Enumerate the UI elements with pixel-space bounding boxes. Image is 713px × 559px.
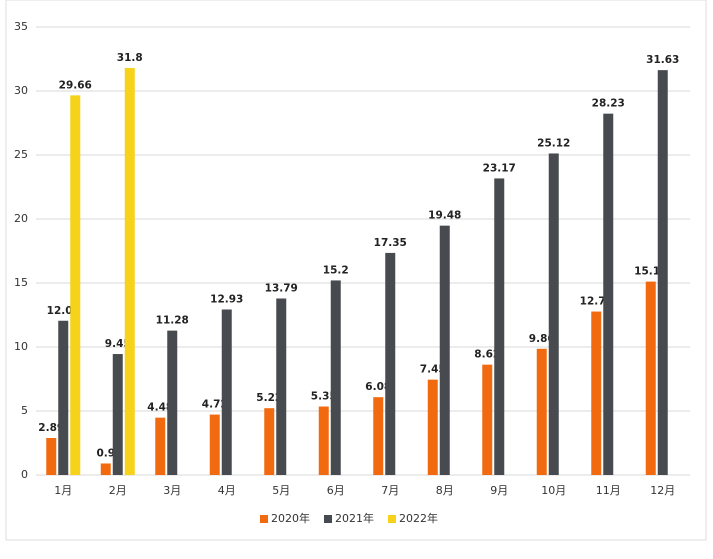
bar <box>167 330 178 475</box>
bar <box>373 397 384 475</box>
bar <box>536 348 547 475</box>
data-label: 31.63 <box>646 54 679 66</box>
legend-label: 2020年 <box>271 511 310 525</box>
data-label: 0.9 <box>96 447 115 459</box>
y-tick-label: 10 <box>14 340 28 353</box>
y-tick-label: 20 <box>14 212 28 225</box>
bar <box>276 298 287 475</box>
data-label: 15.2 <box>323 264 349 276</box>
x-tick-label: 7月 <box>381 484 399 497</box>
legend-label: 2021年 <box>335 511 374 525</box>
bar <box>112 354 123 475</box>
x-tick-label: 4月 <box>218 484 236 497</box>
data-label: 5.35 <box>311 391 337 403</box>
x-tick-label: 3月 <box>163 484 181 497</box>
x-tick-label: 9月 <box>490 484 508 497</box>
data-label: 7.45 <box>420 364 446 376</box>
data-label: 23.17 <box>483 162 516 174</box>
data-label: 13.79 <box>265 282 298 294</box>
data-label: 4.48 <box>147 402 173 414</box>
data-label: 11.28 <box>156 315 189 327</box>
data-label: 29.66 <box>59 79 92 91</box>
data-label: 25.12 <box>537 137 570 149</box>
data-label: 2.89 <box>38 422 64 434</box>
y-tick-label: 15 <box>14 276 28 289</box>
bar <box>70 95 81 476</box>
data-label: 12.93 <box>210 293 243 305</box>
data-label: 6.08 <box>365 381 391 393</box>
bar <box>645 281 656 475</box>
data-label: 8.62 <box>474 349 500 361</box>
bar <box>155 417 166 475</box>
data-label: 17.35 <box>374 237 407 249</box>
x-tick-label: 2月 <box>109 484 127 497</box>
bar <box>657 70 668 476</box>
bar <box>591 311 602 475</box>
bar <box>494 178 505 475</box>
data-label: 4.72 <box>202 399 228 411</box>
x-tick-label: 8月 <box>436 484 454 497</box>
bar <box>124 67 135 476</box>
legend-swatch <box>388 515 396 523</box>
x-tick-label: 12月 <box>650 484 675 497</box>
bar <box>385 252 396 475</box>
bar <box>482 364 493 475</box>
x-tick-label: 1月 <box>54 484 72 497</box>
y-tick-label: 5 <box>21 404 28 417</box>
bar <box>427 379 438 475</box>
y-tick-label: 25 <box>14 148 28 161</box>
legend-swatch <box>324 515 332 523</box>
data-label: 9.45 <box>105 338 131 350</box>
legend-swatch <box>260 515 268 523</box>
bar <box>209 414 220 475</box>
bar <box>46 438 57 475</box>
legend-label: 2022年 <box>399 511 438 525</box>
x-tick-label: 10月 <box>541 484 566 497</box>
data-label: 28.23 <box>592 98 625 110</box>
y-tick-label: 0 <box>21 468 28 481</box>
data-label: 9.86 <box>529 333 555 345</box>
bar <box>330 280 341 475</box>
y-tick-label: 35 <box>14 20 28 33</box>
data-label: 31.8 <box>117 52 143 64</box>
bar <box>58 320 69 475</box>
bar <box>264 408 275 475</box>
data-label: 5.22 <box>256 392 282 404</box>
data-label: 19.48 <box>428 210 461 222</box>
bar <box>439 225 450 475</box>
bar <box>603 113 614 475</box>
y-tick-label: 30 <box>14 84 28 97</box>
bar <box>221 309 232 475</box>
bar <box>100 463 111 475</box>
x-tick-label: 5月 <box>272 484 290 497</box>
x-tick-label: 6月 <box>327 484 345 497</box>
x-tick-label: 11月 <box>596 484 621 497</box>
bar <box>548 153 559 476</box>
bar <box>318 406 329 475</box>
